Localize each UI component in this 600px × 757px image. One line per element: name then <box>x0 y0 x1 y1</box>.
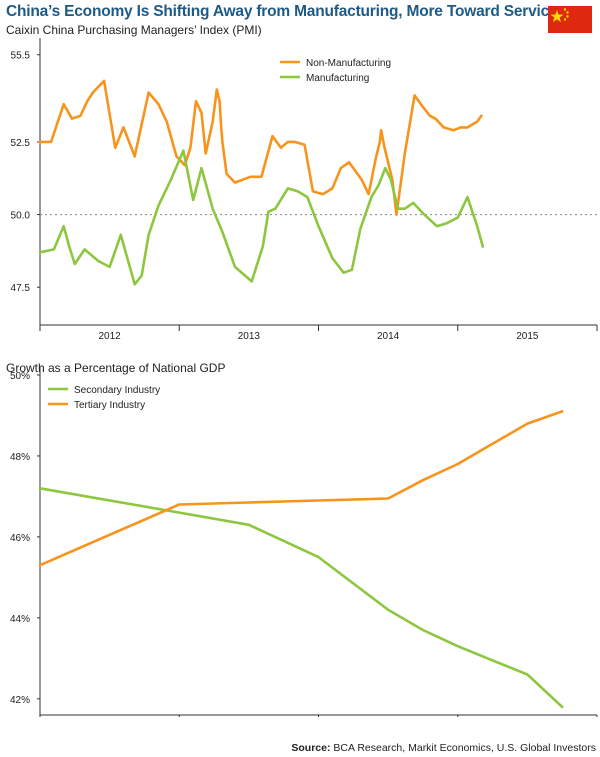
series-line-secondary-industry <box>38 487 564 709</box>
x-tick-label: 2015 <box>516 331 539 342</box>
y-tick-label: 42% <box>10 695 30 706</box>
pmi-chart: 47.5 50.0 52.5 55.5 2012 2013 2014 2015 Non-Manu… <box>11 38 598 342</box>
y-tick-label: 47.5 <box>11 283 31 294</box>
flag-small-star <box>566 15 569 18</box>
source-label: Source: <box>291 742 331 754</box>
legend-label: Non-Manufacturing <box>306 58 391 69</box>
series-line-tertiary-industry <box>38 410 564 567</box>
flag-small-star <box>563 8 567 11</box>
legend-label: Secondary Industry <box>74 385 160 396</box>
y-tick-label: 50.0 <box>11 211 31 222</box>
legend-label: Tertiary Industry <box>74 400 145 411</box>
flag-small-star <box>566 11 569 14</box>
gdp-share-chart: 42%44%46%48%50%2012201320142015Secondary… <box>10 367 598 717</box>
chart2-title: Growth as a Percentage of National GDP <box>6 361 226 375</box>
flag-small-star <box>563 18 567 21</box>
chart1-title: Caixin China Purchasing Managers’ Index … <box>6 23 262 37</box>
y-tick-label: 52.5 <box>11 138 31 149</box>
x-tick-label: 2013 <box>238 331 261 342</box>
series-line-non-manufacturing <box>38 79 483 216</box>
y-tick-label: 46% <box>10 533 30 544</box>
flag-big-star <box>550 10 564 23</box>
y-tick-label: 50% <box>10 371 30 382</box>
series-line-manufacturing <box>38 149 485 286</box>
x-tick-label: 2014 <box>377 331 400 342</box>
source-note: Source: BCA Research, Markit Economics, … <box>291 742 596 754</box>
legend-label: Manufacturing <box>306 73 369 84</box>
page-title: China’s Economy Is Shifting Away from Ma… <box>6 3 566 20</box>
y-tick-label: 55.5 <box>11 51 31 62</box>
y-tick-label: 44% <box>10 614 30 625</box>
x-tick-label: 2012 <box>99 331 122 342</box>
source-text: BCA Research, Markit Economics, U.S. Glo… <box>330 742 596 754</box>
china-flag-icon <box>548 6 592 33</box>
y-tick-label: 48% <box>10 452 30 463</box>
